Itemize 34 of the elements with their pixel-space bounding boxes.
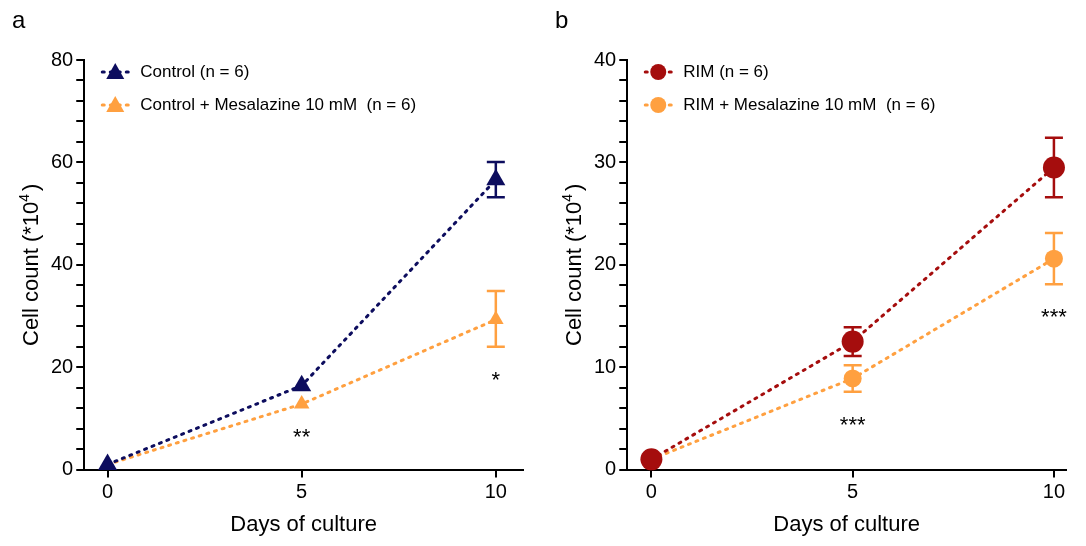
chart-title: b xyxy=(555,6,569,33)
y-tick-label: 0 xyxy=(605,457,617,480)
annotation: ** xyxy=(293,424,311,450)
x-tick-label: 0 xyxy=(101,480,114,503)
x-tick-label: 10 xyxy=(484,480,507,503)
point xyxy=(292,374,312,392)
point xyxy=(1044,249,1063,268)
x-axis-title: Days of culture xyxy=(773,510,920,536)
legend-label: Control (n = 6) xyxy=(140,61,250,81)
y-tick-label: 20 xyxy=(51,354,74,377)
point xyxy=(841,330,864,353)
x-axis-title: Days of culture xyxy=(230,510,377,536)
y-tick-label: 60 xyxy=(51,149,74,172)
legend-label: Control + Mesalazine 10 mM (n = 6) xyxy=(140,94,417,114)
annotation: * xyxy=(491,366,501,392)
chart-title: a xyxy=(12,6,26,33)
y-tick-label: 20 xyxy=(594,252,617,275)
point xyxy=(1042,156,1065,179)
y-tick-label: 40 xyxy=(594,47,617,70)
y-tick-label: 0 xyxy=(62,457,74,480)
x-tick-label: 5 xyxy=(296,480,308,503)
x-tick-label: 5 xyxy=(847,480,859,503)
point xyxy=(843,369,862,388)
y-tick-label: 80 xyxy=(51,47,74,70)
point xyxy=(486,168,506,186)
x-tick-label: 0 xyxy=(645,480,657,503)
y-tick-label: 10 xyxy=(594,354,617,377)
y-tick-label: 30 xyxy=(594,149,617,172)
annotation: *** xyxy=(1041,304,1068,330)
annotation: *** xyxy=(839,411,866,437)
legend-label: RIM (n = 6) xyxy=(683,61,769,81)
legend-label: RIM + Mesalazine 10 mM (n = 6) xyxy=(683,94,936,114)
y-tick-label: 40 xyxy=(51,252,74,275)
x-tick-label: 10 xyxy=(1042,480,1066,503)
